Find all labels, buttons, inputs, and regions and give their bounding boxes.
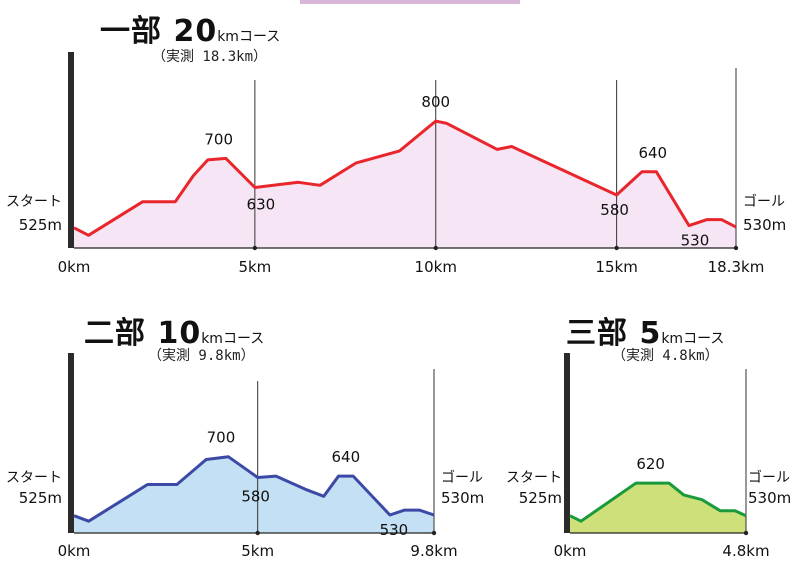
km-marker-dot-3-1 [743,530,749,536]
goal-label-1: ゴール [743,193,785,210]
tick-label-1-3: 15km [595,258,637,276]
elevation-label-2-0: 700 [207,429,236,447]
km-marker-dot-2-2 [431,530,437,536]
start-bar-3 [564,353,570,533]
km-marker-dot-2-1 [255,530,260,536]
chart-course-2 [68,353,437,536]
goal-label-3: ゴール [748,469,790,486]
tick-label-1-0: 0km [58,258,91,276]
start-label-2: スタート [6,470,62,486]
tick-label-2-2: 9.8km [410,542,457,560]
elevation-label-3-0: 620 [636,455,665,473]
start-bar-1 [68,52,74,248]
title-course-3-unit: kmコース [661,331,725,347]
title-course-3: 三部 5kmコース [566,308,724,352]
elevation-area-2 [74,456,434,533]
elevation-label-2-3: 530 [380,521,409,539]
elevation-line-3 [569,481,747,523]
elevation-area-3 [570,483,746,533]
elevation-label-1-1: 800 [421,93,450,111]
elevation-label-1-5: 530 [681,232,710,250]
chart-course-3 [564,353,749,536]
tick-label-1-4: 18.3km [708,258,765,276]
elevation-label-1-3: 580 [600,201,629,219]
start-label-3: スタート [506,470,562,486]
elevation-label-1-0: 700 [204,130,233,148]
header-decoration [300,0,520,4]
km-marker-dot-1-2 [433,245,438,251]
tick-label-3-1: 4.8km [722,542,769,560]
tick-label-3-0: 0km [554,542,587,560]
elevation-line-1 [73,119,737,237]
chart-course-1 [68,52,739,251]
title-course-1-main: 一部 20 [100,14,218,49]
tick-label-1-1: 5km [238,258,271,276]
goal-elev-3: 530m [748,489,791,507]
goal-label-2: ゴール [441,469,483,486]
title-course-1-unit: kmコース [217,29,281,45]
elevation-line-2 [73,455,435,523]
tick-label-2-0: 0km [58,542,91,560]
elevation-label-2-2: 640 [332,448,361,466]
start-elev-2: 525m [19,489,62,507]
subtitle-course-2: （実測 9.8km） [148,348,255,364]
elevation-label-1-2: 630 [247,196,276,214]
subtitle-course-3: （実測 4.8km） [612,348,719,364]
elevation-label-1-4: 640 [638,144,667,162]
title-course-2: 二部 10kmコース [84,308,264,352]
elevation-area-1 [74,121,736,248]
title-course-1: 一部 20kmコース [100,6,280,50]
km-marker-dot-1-4 [733,245,739,251]
goal-elev-2: 530m [441,489,484,507]
elevation-label-2-1: 580 [241,488,270,506]
tick-label-2-1: 5km [241,542,274,560]
km-marker-dot-1-3 [614,245,619,251]
km-marker-dot-1-1 [252,245,258,251]
start-label-1: スタート [6,194,62,210]
start-elev-1: 525m [19,216,62,234]
title-course-2-unit: kmコース [201,331,265,347]
title-course-3-main: 三部 5 [566,316,662,351]
title-course-2-main: 二部 10 [84,316,202,351]
start-elev-3: 525m [519,489,562,507]
start-bar-2 [68,353,74,533]
tick-label-1-2: 10km [415,258,457,276]
goal-elev-1: 530m [743,216,786,234]
subtitle-course-1: （実測 18.3km） [152,49,268,65]
